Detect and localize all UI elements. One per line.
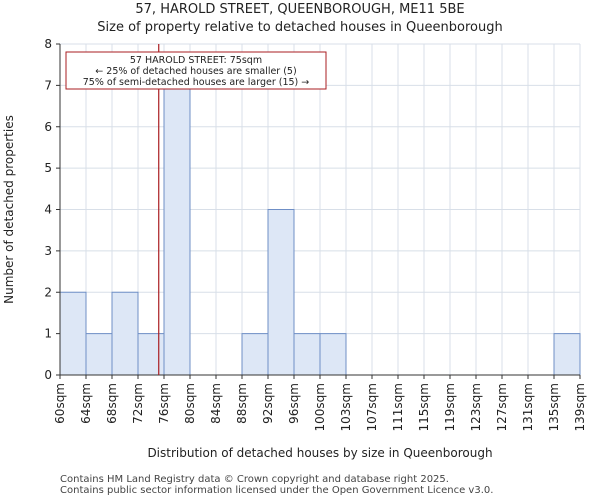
y-tick-label-6: 6	[44, 120, 52, 134]
annotation-box	[65, 51, 327, 90]
footer-line-1: Contains HM Land Registry data © Crown c…	[60, 474, 449, 485]
bar-135sqm	[553, 333, 581, 376]
footer-line-2: Contains public sector information licen…	[60, 485, 494, 496]
y-tick-label-4: 4	[44, 203, 52, 217]
x-tick-label-68sqm: 68sqm	[105, 383, 119, 424]
bar-92sqm	[267, 209, 295, 376]
x-tick-label-123sqm: 123sqm	[469, 383, 483, 431]
x-axis-label: Distribution of detached houses by size …	[147, 446, 492, 460]
y-tick-label-8: 8	[44, 37, 52, 51]
x-tick-label-76sqm: 76sqm	[157, 383, 171, 424]
chart-subtitle: Size of property relative to detached ho…	[97, 20, 503, 35]
x-tick-label-60sqm: 60sqm	[53, 383, 67, 424]
bar-60sqm	[59, 291, 87, 376]
y-tick-label-3: 3	[44, 244, 52, 258]
x-tick-label-80sqm: 80sqm	[183, 383, 197, 424]
chart-title: 57, HAROLD STREET, QUEENBOROUGH, ME11 5B…	[135, 2, 465, 17]
y-tick-label-0: 0	[44, 368, 52, 382]
x-tick-label-115sqm: 115sqm	[417, 383, 431, 431]
x-tick-label-131sqm: 131sqm	[521, 383, 535, 431]
y-tick-label-2: 2	[44, 285, 52, 299]
x-tick-label-107sqm: 107sqm	[365, 383, 379, 431]
bar-72sqm	[137, 333, 165, 376]
annotation-line-2: ← 25% of detached houses are smaller (5)	[95, 66, 296, 77]
x-tick-label-119sqm: 119sqm	[443, 383, 457, 431]
y-axis-label: Number of detached properties	[2, 115, 16, 304]
x-tick-label-72sqm: 72sqm	[131, 383, 145, 424]
x-tick-label-96sqm: 96sqm	[287, 383, 301, 424]
x-tick-label-135sqm: 135sqm	[547, 383, 561, 431]
x-tick-label-92sqm: 92sqm	[261, 383, 275, 424]
bar-68sqm	[111, 291, 139, 376]
x-tick-label-88sqm: 88sqm	[235, 383, 249, 424]
histogram-chart: 0 1 2 3 4 5 6 7 8 60sqm 64sqm 68sqm 72sqm 76sqm 80sqm 8…	[2, 37, 587, 460]
x-tick-label-103sqm: 103sqm	[339, 383, 353, 431]
x-tick-label-100sqm: 100sqm	[313, 383, 327, 431]
x-tick-label-127sqm: 127sqm	[495, 383, 509, 431]
y-tick-label-1: 1	[44, 327, 52, 341]
bar-76sqm	[163, 84, 191, 376]
annotation-line-3: 75% of semi-detached houses are larger (…	[83, 77, 310, 88]
x-tick-label-111sqm: 111sqm	[391, 383, 405, 431]
bar-100sqm	[319, 333, 347, 376]
x-tick-label-64sqm: 64sqm	[79, 383, 93, 424]
annotation-line-1: 57 HAROLD STREET: 75sqm	[130, 55, 262, 66]
x-tick-label-139sqm: 139sqm	[573, 383, 587, 431]
y-tick-label-7: 7	[44, 78, 52, 92]
y-tick-label-5: 5	[44, 161, 52, 175]
bar-96sqm	[293, 333, 321, 376]
bar-88sqm	[241, 333, 269, 376]
x-tick-label-84sqm: 84sqm	[209, 383, 223, 424]
bar-64sqm	[85, 333, 113, 376]
